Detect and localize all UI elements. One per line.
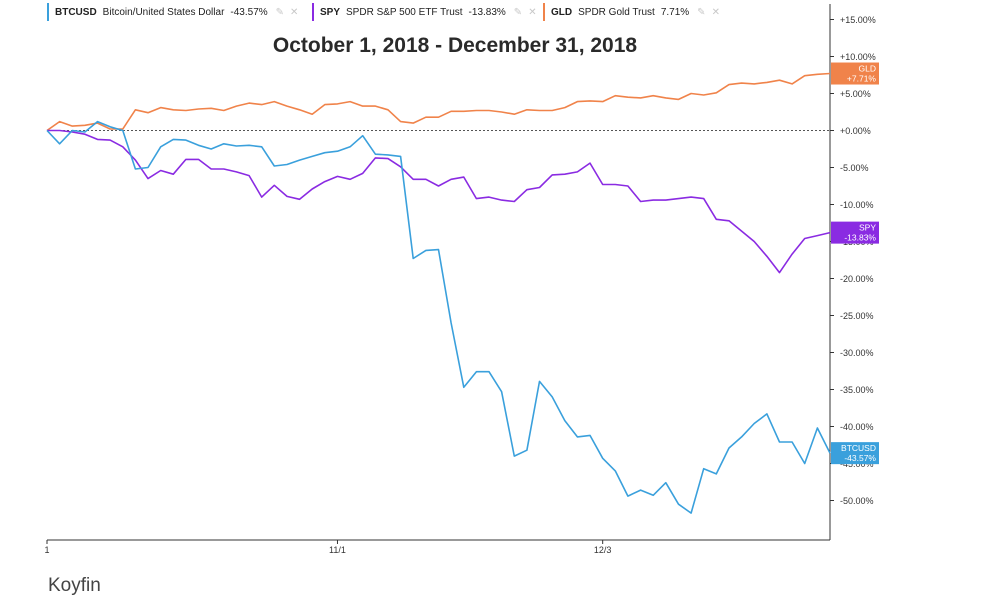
pencil-icon[interactable]: ✎ xyxy=(275,6,285,18)
end-label-box xyxy=(831,62,879,85)
y-tick-label: +5.00% xyxy=(840,89,871,99)
chart-title: October 1, 2018 - December 31, 2018 xyxy=(272,34,638,57)
y-tick-label: +10.00% xyxy=(840,52,876,62)
legend-ticker: BTCUSD xyxy=(55,6,97,18)
legend-name: Bitcoin/United States Dollar xyxy=(102,6,225,18)
legend-swatch xyxy=(47,3,49,21)
y-tick-label: +15.00% xyxy=(840,15,876,25)
end-label-box xyxy=(831,221,879,244)
legend-item-gld[interactable]: GLD SPDR Gold Trust 7.71% ✎ ✕ xyxy=(543,2,726,22)
end-label-spy: SPY-13.83% xyxy=(831,221,879,244)
end-label-box xyxy=(831,442,879,465)
y-tick-label: -30.00% xyxy=(840,348,874,358)
pencil-icon[interactable]: ✎ xyxy=(513,6,523,18)
legend-name: SPDR Gold Trust xyxy=(578,6,655,18)
legend-change: -43.57% xyxy=(230,6,268,18)
legend-swatch xyxy=(543,3,545,21)
close-icon[interactable]: ✕ xyxy=(528,6,537,18)
end-label-ticker: BTCUSD xyxy=(841,443,876,453)
x-tick-label: 12/3 xyxy=(594,545,612,555)
end-label-value: +7.71% xyxy=(847,74,877,84)
end-label-ticker: GLD xyxy=(859,64,876,74)
end-label-gld: GLD+7.71% xyxy=(831,62,879,85)
x-tick-label: 1 xyxy=(44,545,49,555)
end-label-btcusd: BTCUSD-43.57% xyxy=(831,442,879,465)
legend-name: SPDR S&P 500 ETF Trust xyxy=(346,6,463,18)
y-tick-label: -5.00% xyxy=(840,163,869,173)
close-icon[interactable]: ✕ xyxy=(711,6,720,18)
legend-change: 7.71% xyxy=(660,6,690,18)
y-tick-label: -20.00% xyxy=(840,274,874,284)
x-tick-label: 11/1 xyxy=(329,545,346,555)
legend-swatch xyxy=(312,3,314,21)
close-icon[interactable]: ✕ xyxy=(290,6,299,18)
series-line-gld xyxy=(46,72,831,132)
legend-ticker: GLD xyxy=(551,6,573,18)
y-tick-label: -40.00% xyxy=(840,422,874,432)
legend-item-btcusd[interactable]: BTCUSD Bitcoin/United States Dollar -43.… xyxy=(47,2,304,22)
end-label-value: -13.83% xyxy=(844,233,876,243)
series-line-btcusd xyxy=(46,120,831,514)
y-tick-label: -10.00% xyxy=(840,200,874,210)
y-tick-label: -25.00% xyxy=(840,311,874,321)
legend-ticker: SPY xyxy=(320,6,341,18)
y-tick-label: -50.00% xyxy=(840,496,874,506)
y-tick-label: -35.00% xyxy=(840,385,874,395)
source-caption: Koyfin xyxy=(48,575,101,596)
series-line-spy xyxy=(47,129,831,274)
legend-change: -13.83% xyxy=(468,6,506,18)
end-label-value: -43.57% xyxy=(844,453,876,463)
legend-item-spy[interactable]: SPY SPDR S&P 500 ETF Trust -13.83% ✎ ✕ xyxy=(312,2,543,22)
end-label-ticker: SPY xyxy=(859,223,876,233)
y-tick-label: +0.00% xyxy=(840,126,871,136)
pencil-icon[interactable]: ✎ xyxy=(697,6,706,18)
